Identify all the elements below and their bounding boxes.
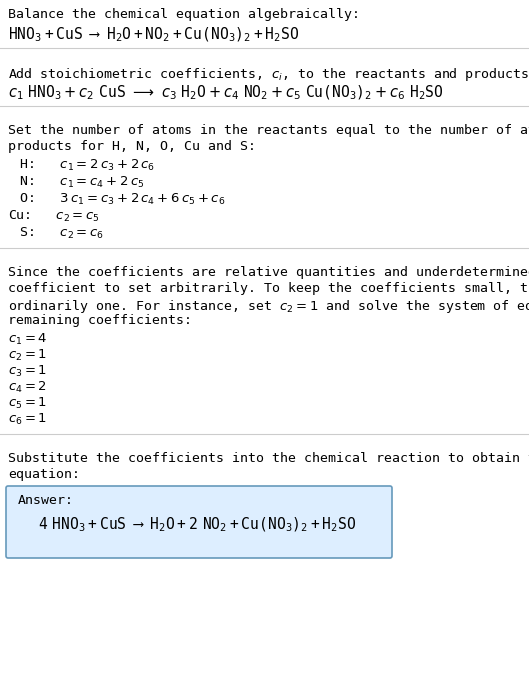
Text: ordinarily one. For instance, set $c_2 = 1$ and solve the system of equations fo: ordinarily one. For instance, set $c_2 =… (8, 298, 529, 315)
Text: products for H, N, O, Cu and S:: products for H, N, O, Cu and S: (8, 140, 256, 153)
Text: Since the coefficients are relative quantities and underdetermined, choose a: Since the coefficients are relative quan… (8, 266, 529, 279)
Text: $c_6 = 1$: $c_6 = 1$ (8, 412, 47, 427)
Text: coefficient to set arbitrarily. To keep the coefficients small, the arbitrary va: coefficient to set arbitrarily. To keep … (8, 282, 529, 295)
Text: Cu:   $c_2 = c_5$: Cu: $c_2 = c_5$ (8, 209, 100, 224)
Text: Answer:: Answer: (18, 494, 74, 507)
Text: $c_4 = 2$: $c_4 = 2$ (8, 380, 47, 395)
Text: $\mathtt{HNO_3 + CuS \ \longrightarrow \ H_2O + NO_2 + Cu(NO_3)_2 + H_2SO}$: $\mathtt{HNO_3 + CuS \ \longrightarrow \… (8, 26, 299, 45)
Text: $\mathtt{4\ HNO_3 + CuS \ \longrightarrow \ H_2O + 2\ NO_2 + Cu(NO_3)_2 + H_2SO}: $\mathtt{4\ HNO_3 + CuS \ \longrightarro… (38, 516, 356, 534)
Text: remaining coefficients:: remaining coefficients: (8, 314, 192, 327)
FancyBboxPatch shape (6, 486, 392, 558)
Text: $c_2 = 1$: $c_2 = 1$ (8, 348, 47, 363)
Text: Substitute the coefficients into the chemical reaction to obtain the balanced: Substitute the coefficients into the che… (8, 452, 529, 465)
Text: Add stoichiometric coefficients, $c_i$, to the reactants and products:: Add stoichiometric coefficients, $c_i$, … (8, 66, 529, 83)
Text: Set the number of atoms in the reactants equal to the number of atoms in the: Set the number of atoms in the reactants… (8, 124, 529, 137)
Text: $c_3 = 1$: $c_3 = 1$ (8, 364, 47, 379)
Text: $c_5 = 1$: $c_5 = 1$ (8, 396, 47, 411)
Text: H:   $c_1 = 2\,c_3 + 2\,c_6$: H: $c_1 = 2\,c_3 + 2\,c_6$ (12, 158, 155, 173)
Text: $c_1\ \mathtt{HNO_3} + c_2\ \mathtt{CuS} \ \longrightarrow \ c_3\ \mathtt{H_2O} : $c_1\ \mathtt{HNO_3} + c_2\ \mathtt{CuS}… (8, 84, 444, 102)
Text: N:   $c_1 = c_4 + 2\,c_5$: N: $c_1 = c_4 + 2\,c_5$ (12, 175, 144, 190)
Text: S:   $c_2 = c_6$: S: $c_2 = c_6$ (12, 226, 104, 241)
Text: O:   $3\,c_1 = c_3 + 2\,c_4 + 6\,c_5 + c_6$: O: $3\,c_1 = c_3 + 2\,c_4 + 6\,c_5 + c_6… (12, 192, 225, 207)
Text: Balance the chemical equation algebraically:: Balance the chemical equation algebraica… (8, 8, 360, 21)
Text: equation:: equation: (8, 468, 80, 481)
Text: $c_1 = 4$: $c_1 = 4$ (8, 332, 48, 347)
